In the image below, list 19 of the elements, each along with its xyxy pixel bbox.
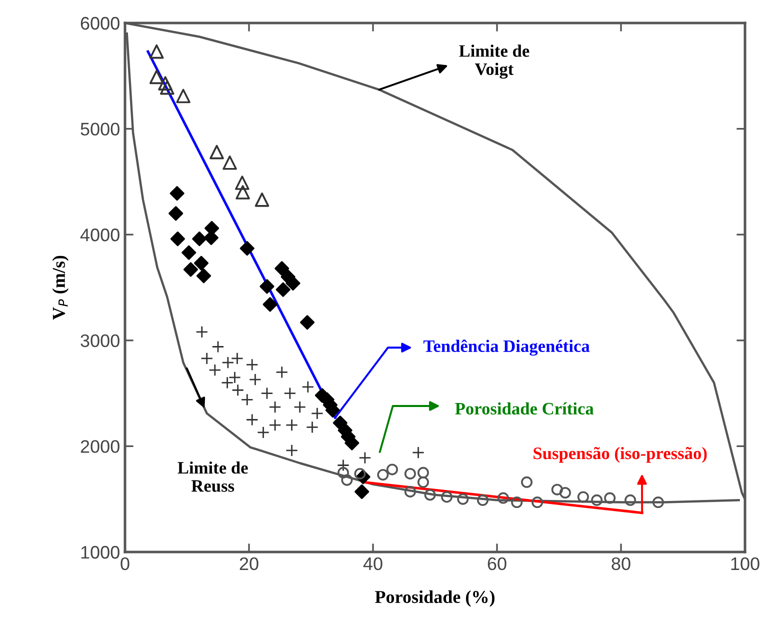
y-tick-label: 6000: [80, 16, 120, 30]
y-tick-label: 4000: [80, 228, 120, 242]
annotation: Tendência Diagenética: [423, 340, 590, 356]
annotation: Limite de Voigt: [459, 44, 530, 79]
annotation: Suspensão (iso-pressão): [534, 446, 707, 463]
x-tick-label: 20: [240, 557, 258, 570]
y-tick-label: 5000: [80, 122, 120, 136]
y-tick-label: 2000: [80, 440, 120, 453]
annotation: Porosidade Crítica: [455, 402, 594, 415]
y-axis-title: V$_{P}$ (m/s): [52, 256, 69, 320]
y-tick-label: 3000: [80, 334, 120, 348]
x-axis-title: Porosidade (%): [375, 590, 494, 607]
x-tick-label: 80: [612, 557, 630, 570]
y-tick-label: 1000: [81, 546, 120, 559]
x-tick-label: 40: [363, 557, 382, 570]
x-tick-label: 100: [731, 557, 760, 570]
annotation: Limite de Reuss: [178, 461, 248, 492]
x-tick-label: 60: [488, 557, 506, 570]
x-tick-label: 0: [120, 557, 130, 570]
